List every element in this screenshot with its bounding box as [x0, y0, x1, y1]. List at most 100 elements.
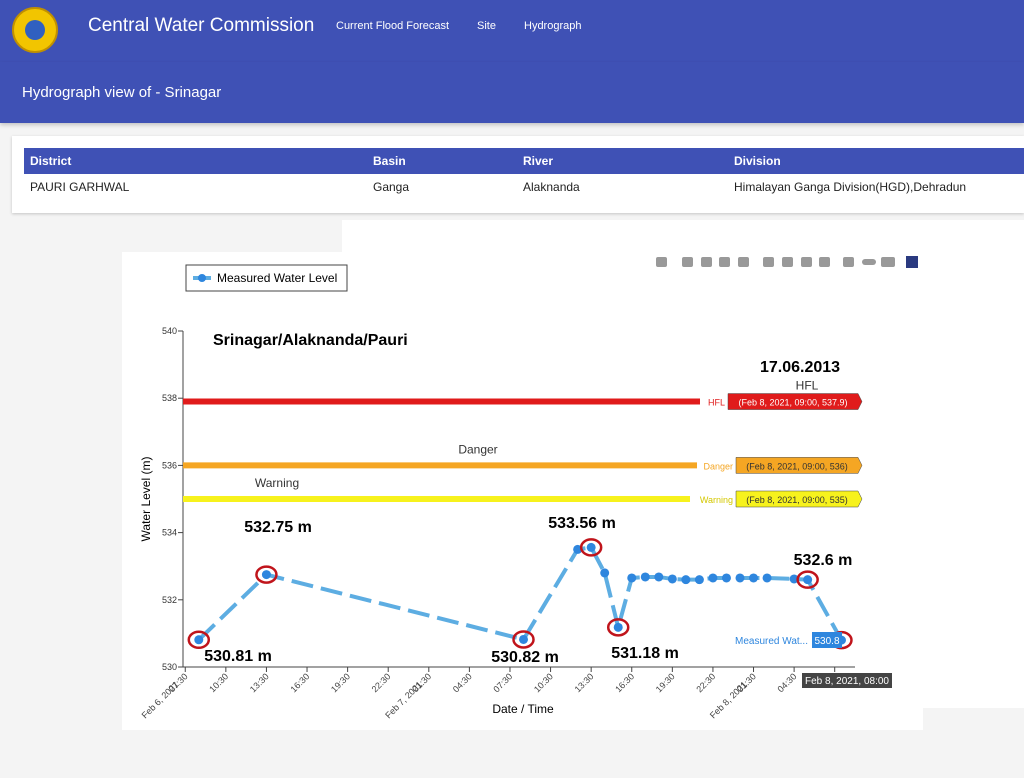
- mode-button[interactable]: [782, 257, 793, 267]
- threshold-name: HFL: [708, 398, 725, 408]
- point-annotation: 530.82 m: [491, 649, 559, 666]
- data-point: [194, 635, 204, 645]
- table-header: [24, 148, 1024, 174]
- x-tick-date: Feb 8, 2021: [708, 679, 749, 720]
- x-axis-label: Date / Time: [492, 702, 554, 716]
- threshold-tooltip: (Feb 8, 2021, 09:00, 537.9): [738, 398, 847, 408]
- nav-link[interactable]: Site: [477, 20, 496, 32]
- mode-button[interactable]: [682, 257, 693, 267]
- x-tick-label: 13:30: [248, 671, 271, 694]
- table-cell: Alaknanda: [523, 180, 580, 194]
- x-tick-label: 10:30: [532, 671, 555, 694]
- legend-box: [185, 264, 348, 292]
- point-annotation: 530.81 m: [204, 648, 272, 665]
- highlight-ring: [255, 565, 278, 584]
- hover-x: Feb 8, 2021, 08:00: [805, 676, 889, 687]
- x-tick-label: 10:30: [207, 671, 230, 694]
- column-header: District: [30, 154, 72, 168]
- logo[interactable]: [12, 7, 58, 53]
- annotation: 17.06.2013: [760, 359, 840, 376]
- x-tick-label: 07:30: [491, 671, 514, 694]
- threshold-note: Warning: [255, 476, 299, 490]
- data-point: [627, 573, 637, 583]
- legend-label: Measured Water Level: [217, 271, 337, 285]
- mode-button[interactable]: [763, 257, 774, 267]
- data-point: [654, 572, 664, 582]
- highlight-ring: [512, 630, 535, 649]
- legend-marker: [198, 274, 206, 282]
- chart-title: Srinagar/Alaknanda/Pauri: [213, 332, 408, 349]
- x-tick-label: 22:30: [694, 671, 717, 694]
- data-point: [600, 568, 610, 578]
- x-tick-label: 19:30: [329, 671, 352, 694]
- info-card: District Basin River Division PAURI GARHWAL G…: [12, 136, 1024, 213]
- mode-button[interactable]: [719, 257, 730, 267]
- data-point: [762, 573, 772, 583]
- nav-link[interactable]: Hydrograph: [524, 20, 582, 32]
- y-axis-label: Water Level (m): [139, 457, 153, 542]
- modebar: [656, 256, 918, 268]
- mode-button[interactable]: [862, 259, 876, 265]
- data-point: [681, 575, 691, 585]
- point-annotation: 532.75 m: [244, 519, 312, 536]
- column-header: River: [523, 154, 554, 168]
- hover-value: 530.8: [814, 636, 839, 647]
- data-point: [519, 634, 529, 644]
- y-tick-label: 532: [162, 595, 177, 605]
- data-point: [721, 573, 731, 583]
- table-cell: Himalayan Ganga Division(HGD),Dehradun: [734, 180, 967, 194]
- x-tick-label: 13:30: [573, 671, 596, 694]
- x-tick-label: 16:30: [288, 671, 311, 694]
- threshold-note: HFL: [796, 379, 819, 393]
- nav-link[interactable]: Current Flood Forecast: [336, 20, 450, 32]
- x-tick-label: 22:30: [370, 671, 393, 694]
- mode-button[interactable]: [819, 257, 830, 267]
- site-title[interactable]: Central Water Commission: [88, 15, 315, 36]
- threshold-tooltip-box: [727, 393, 863, 410]
- point-annotation: 531.18 m: [611, 645, 679, 662]
- x-tick-label: 16:30: [613, 671, 636, 694]
- top-bar: Central Water Commission Current Flood F…: [0, 0, 1024, 62]
- threshold-name: Danger: [703, 461, 733, 471]
- y-tick-label: 540: [162, 326, 177, 336]
- data-point: [694, 575, 704, 585]
- x-tick-date: Feb 6, 2021: [140, 679, 181, 720]
- data-point: [803, 575, 813, 585]
- mode-button[interactable]: [701, 257, 712, 267]
- threshold-tooltip-box: [735, 457, 863, 474]
- sub-bar: Hydrograph view of - Srinagar: [0, 62, 1024, 123]
- data-point: [613, 622, 623, 632]
- column-header: Division: [734, 154, 781, 168]
- mode-button[interactable]: [656, 257, 667, 267]
- y-tick-label: 538: [162, 393, 177, 403]
- mode-button[interactable]: [881, 257, 895, 267]
- point-annotation: 533.56 m: [548, 515, 616, 532]
- hover-name: Measured Wat...: [735, 636, 808, 647]
- threshold-note: Danger: [458, 442, 497, 456]
- data-point: [708, 573, 718, 583]
- y-tick-label: 534: [162, 528, 177, 538]
- threshold-tooltip: (Feb 8, 2021, 09:00, 536): [746, 461, 848, 471]
- mode-button[interactable]: [843, 257, 854, 267]
- data-point: [573, 544, 583, 554]
- hover-x-box: [802, 673, 892, 688]
- mode-button[interactable]: [738, 257, 749, 267]
- series-line: [197, 545, 844, 642]
- point-annotation: 532.6 m: [794, 552, 853, 569]
- x-tick-label: 04:30: [451, 671, 474, 694]
- data-point: [586, 542, 596, 552]
- highlight-ring: [579, 538, 603, 557]
- data-point: [667, 574, 677, 584]
- threshold-name: Warning: [700, 495, 733, 505]
- hover-box: [812, 632, 842, 648]
- highlight-ring: [187, 630, 211, 650]
- mode-button[interactable]: [801, 257, 812, 267]
- x-tick-date: Feb 7, 2021: [383, 679, 424, 720]
- data-point: [749, 573, 759, 583]
- data-point: [789, 574, 799, 584]
- x-tick-label: 04:30: [776, 671, 799, 694]
- mode-button[interactable]: [906, 256, 918, 268]
- data-point: [735, 573, 745, 583]
